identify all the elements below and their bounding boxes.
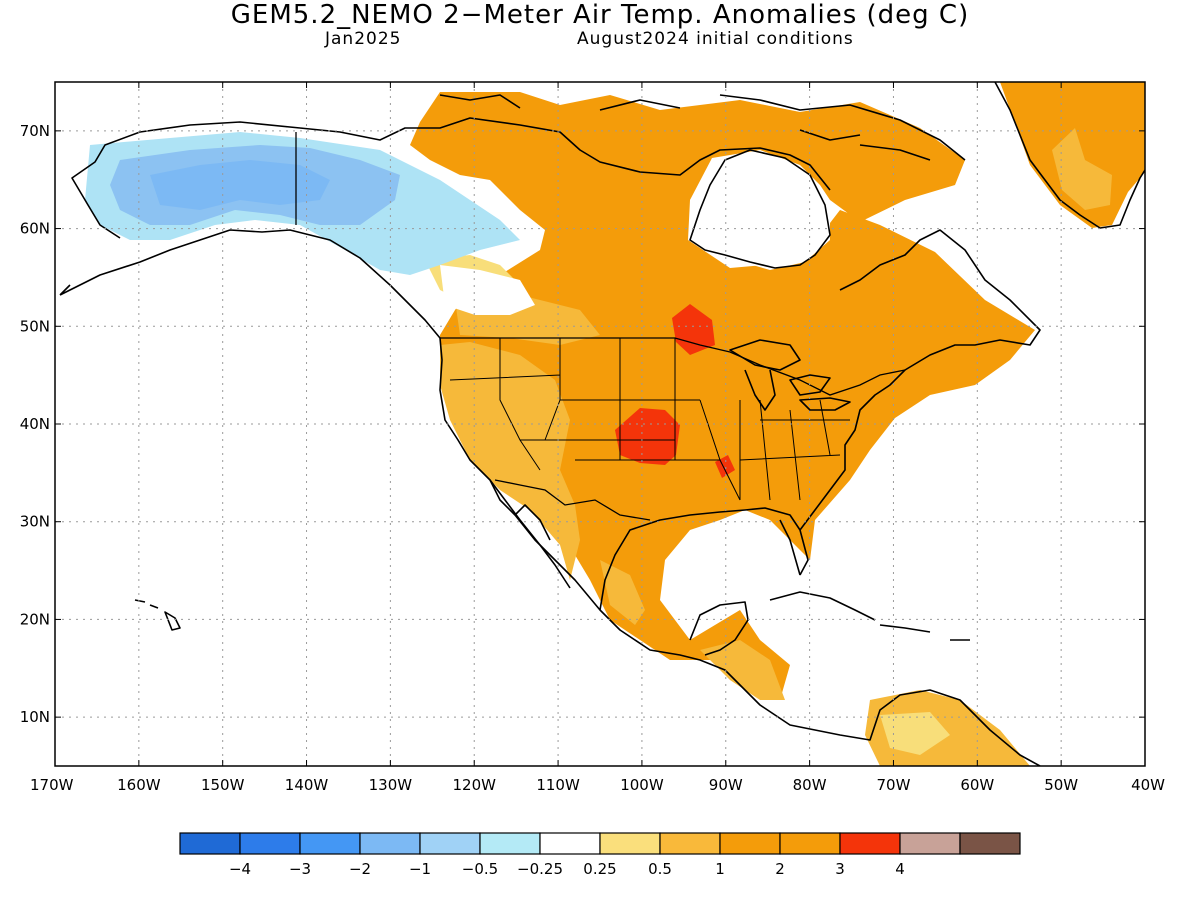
legend-label: 3 xyxy=(835,860,845,878)
political-borders xyxy=(295,132,906,521)
legend-label: 2 xyxy=(775,860,785,878)
legend-swatch xyxy=(719,832,781,855)
coastline-east xyxy=(799,229,1041,531)
lon-label: 100W xyxy=(620,776,664,794)
lon-label: 150W xyxy=(201,776,245,794)
lon-label: 130W xyxy=(369,776,413,794)
state-borders xyxy=(449,338,850,501)
anomaly-neutral-hudson xyxy=(690,155,830,270)
legend-swatch xyxy=(659,832,721,855)
coastline-hawaii xyxy=(134,599,181,631)
lat-label: 50N xyxy=(20,317,50,335)
legend-swatch xyxy=(839,832,901,855)
anomaly-fields xyxy=(85,82,1145,766)
lon-label: 40W xyxy=(1131,776,1165,794)
lon-label: 60W xyxy=(960,776,994,794)
longitude-labels: 170W 160W 150W 140W 130W 120W 110W 100W 90W 80W 70… xyxy=(30,776,1165,794)
legend-swatch xyxy=(959,832,1021,855)
legend-swatch xyxy=(479,832,541,855)
initial-conditions: August2024 initial conditions xyxy=(577,29,854,49)
legend-label: 0.25 xyxy=(583,860,616,878)
lon-label: 120W xyxy=(452,776,496,794)
anomaly-greenland-weak xyxy=(1052,128,1112,210)
coastline-islands xyxy=(439,94,966,161)
anomaly-north-america-warm xyxy=(410,92,1035,700)
coastline-yucatan xyxy=(689,601,749,656)
lon-label: 170W xyxy=(30,776,74,794)
anomaly-hotspot-ontario xyxy=(672,304,715,355)
anomaly-neutral-prairies xyxy=(440,265,535,315)
latitude-labels: 10N 20N 30N 40N 50N 60N 70N xyxy=(20,122,50,726)
lon-label: 50W xyxy=(1044,776,1078,794)
lat-label: 60N xyxy=(20,220,50,238)
map-area xyxy=(55,82,1145,766)
legend-swatch xyxy=(899,832,961,855)
legend-label: 1 xyxy=(715,860,725,878)
legend-swatch xyxy=(419,832,481,855)
coastline-hudson xyxy=(689,149,831,269)
legend-swatch xyxy=(779,832,841,855)
legend-swatch xyxy=(239,832,301,855)
lat-label: 30N xyxy=(20,513,50,531)
lon-label: 140W xyxy=(285,776,329,794)
anomaly-hotspot-plains xyxy=(615,408,680,465)
border-us-mexico xyxy=(494,479,651,521)
legend-label: −4 xyxy=(229,860,251,878)
coastline-cuba xyxy=(769,591,970,641)
anomaly-western-us xyxy=(440,342,580,580)
coastline-arctic xyxy=(299,117,831,191)
coastline-alaska xyxy=(59,121,441,339)
coastline-baja xyxy=(489,479,571,589)
lon-label: 90W xyxy=(709,776,743,794)
lat-label: 20N xyxy=(20,610,50,628)
legend-label: −1 xyxy=(409,860,431,878)
coastline-greenland xyxy=(994,82,1145,229)
anomaly-central-america xyxy=(700,640,785,700)
gridlines xyxy=(55,82,1145,766)
legend-label: −0.5 xyxy=(462,860,498,878)
color-legend: −4 −3 −2 −1 −0.5 −0.25 0.25 0.5 1 2 3 4 xyxy=(179,832,1021,878)
legend-label: −3 xyxy=(289,860,311,878)
coastline-great-lakes xyxy=(729,339,851,411)
lat-label: 40N xyxy=(20,415,50,433)
axis-ticks xyxy=(54,82,1146,766)
legend-swatch xyxy=(299,832,361,855)
lon-label: 160W xyxy=(117,776,161,794)
lat-label: 10N xyxy=(20,708,50,726)
anomaly-mexico-light xyxy=(600,560,645,625)
legend-label: −2 xyxy=(349,860,371,878)
coastline-west xyxy=(439,337,1041,766)
coastlines xyxy=(59,82,1145,766)
legend-swatch xyxy=(179,832,241,855)
anomaly-south-america-weak xyxy=(880,712,950,755)
lon-label: 70W xyxy=(877,776,911,794)
valid-month: Jan2025 xyxy=(325,29,402,49)
chart-title: GEM5.2_NEMO 2−Meter Air Temp. Anomalies … xyxy=(230,0,970,30)
legend-swatch xyxy=(539,832,601,855)
lon-label: 110W xyxy=(536,776,580,794)
legend-label: 0.5 xyxy=(648,860,672,878)
legend-swatch xyxy=(599,832,661,855)
legend-label: −0.25 xyxy=(517,860,563,878)
legend-label: 4 xyxy=(895,860,905,878)
lon-label: 80W xyxy=(793,776,827,794)
anomaly-alaska-colder xyxy=(150,160,330,210)
lat-label: 70N xyxy=(20,122,50,140)
legend-swatch xyxy=(359,832,421,855)
